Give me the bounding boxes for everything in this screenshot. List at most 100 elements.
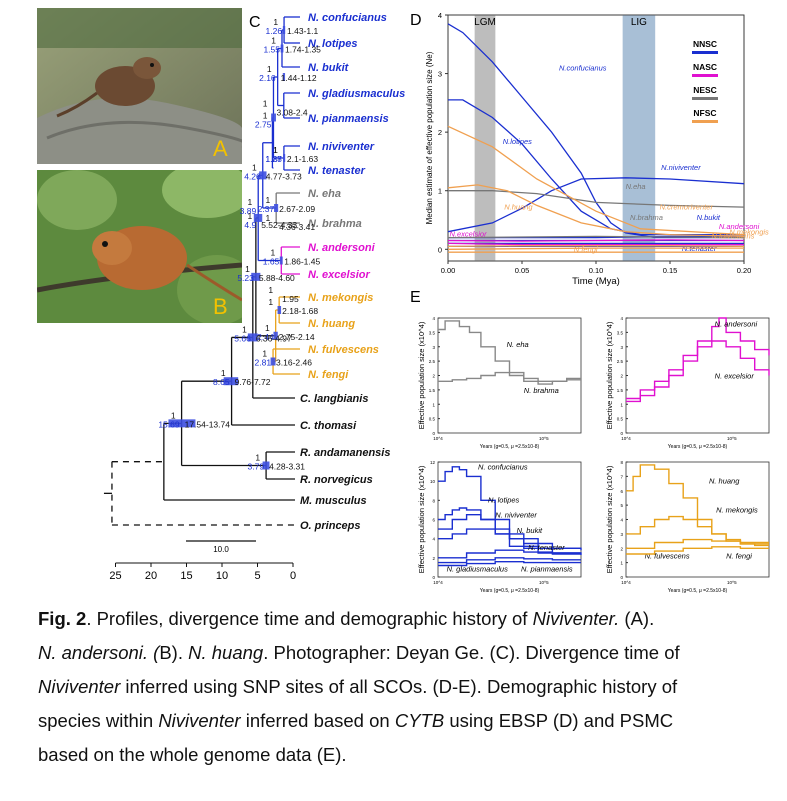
node-support-label: 1 [265,195,270,205]
node-ci-label: 1.95 [282,294,299,304]
node-ci-label: 9.76-7.72 [235,377,271,387]
shaded-band-label: LIG [631,17,647,28]
node-ci-label: 4.36-3.41 [279,222,315,232]
x-tick-label: 0.05 [515,266,530,275]
y-tick-label: 4 [620,518,623,523]
series-label: N.lotipes [503,137,532,146]
psmc-step-line [438,528,581,549]
caption-t7: inferred based on [240,710,395,731]
x-tick-label: 10^4 [433,580,443,585]
node-age-label: 15.69 [158,419,180,429]
caption-t8: using EBSP (D) and PSMC [444,710,674,731]
node-ci-bar [259,171,267,180]
y-tick-label: 0.5 [429,417,436,422]
series-label: N. bukit [517,526,543,535]
series-label: N. fulvescens [645,551,690,560]
tree-tip-label: N. excelsior [308,269,370,281]
series-label: N. andersoni [715,320,758,329]
series-label: N. confucianus [478,463,528,472]
node-age-label: 4.9 [244,220,256,230]
node-support-label: 1 [242,324,247,334]
tree-tip-label: N. niviventer [308,141,375,153]
series-line [447,177,745,233]
tree-panel: C N. confucianus N. lotipes N. bukit N. gla… [103,12,405,582]
x-tick-label: 10^5 [727,436,737,441]
y-tick-label: 2 [620,374,623,379]
tree-tip-label: N. brahma [308,218,362,230]
caption-i3: N. huang [188,642,264,663]
y-tick-label: 1 [432,402,435,407]
y-tick-label: 5 [620,503,623,508]
node-age-label: 1.87 [265,154,282,164]
y-tick-label: 6 [620,489,623,494]
tree-tip-label: N. fulvescens [308,344,379,356]
y-axis-label: Effective population size (x10^4) [605,321,614,429]
x-tick-label: 10^5 [727,580,737,585]
node-ci-label: 2.75-2.14 [279,332,315,342]
node-age-label: 1.28 [265,154,282,164]
y-tick-label: 0 [432,575,435,580]
y-tick-label: 2 [432,556,435,561]
series-label: N.bukit [697,213,721,222]
node-age-label: 1.26 [266,26,283,36]
node-age-label: 2.75 [255,120,272,130]
series-label: N. niviventer [495,511,537,520]
legend-swatch [692,74,718,77]
node-ci-bar [274,204,279,212]
tree-axis-tick-label: 20 [145,570,157,582]
panel-letter-b: B [213,294,228,319]
tree-tip-label: N. fengi [308,369,349,381]
y-tick-label: 2 [620,546,623,551]
series-label: N.mekongis [729,228,769,237]
caption-t5: inferred using SNP sites of all SCOs. (D… [120,676,678,697]
caption-i6: CYTB [394,710,445,731]
series-line [447,245,745,248]
psmc-step-line [438,514,582,551]
series-label: N.huang [504,202,533,211]
legend-label: NESC [693,85,717,95]
rat-photo-a-image [37,8,242,164]
legend-swatch [692,51,718,54]
node-age-label: 2.16 [259,73,276,83]
node-age-label: 4.26 [244,171,261,181]
series-line [447,239,745,242]
shaded-band [622,15,656,261]
y-axis-label: Effective population size (x10^4) [417,321,426,429]
node-ci-bar [280,44,284,53]
series-label: N.cremoriventer [660,202,714,211]
y-tick-label: 3.5 [429,330,436,335]
node-age-label: 8.65 [213,377,230,387]
tree-axis-tick-label: 10 [216,570,228,582]
node-ci-label: 1.43-1.1 [287,26,318,36]
caption-fig-label: Fig. 2 [38,608,87,629]
node-support-label: 1 [265,323,270,333]
figure-caption: Fig. 2. Profiles, divergence time and de… [38,602,758,772]
legend-label: NFSC [693,108,716,118]
y-tick-label: 10 [430,479,436,484]
y-tick-label: 4 [620,316,623,321]
y-tick-label: 1 [620,402,623,407]
y-tick-label: 7 [620,474,623,479]
node-ci-bar [273,331,278,340]
panel-letter-a: A [213,136,228,161]
node-age-label: 5.66 [234,333,251,343]
tree-scale-bar-label: 10.0 [213,545,229,554]
node-age-label: 1.55 [263,45,280,55]
y-tick-label: 2.5 [429,359,436,364]
node-age-label: 2.44 [257,332,274,342]
node-support-label: 1 [267,64,272,74]
y-tick-label: 2.5 [617,359,624,364]
node-ci-bar [271,113,276,122]
series-line [447,125,745,236]
caption-t1: . Profiles, divergence time and demograp… [86,608,533,629]
series-label: N. mekongis [716,505,758,514]
psmc-step-line [626,538,769,549]
x-tick-label: 10^4 [621,580,631,585]
node-ci-bar [282,26,286,34]
node-ci-bar [282,73,286,81]
node-support-label: 1 [263,111,268,121]
series-line [448,190,745,208]
y-tick-label: 12 [430,460,436,465]
y-tick-label: 3 [438,70,442,79]
node-age-label: 1.65 [263,257,280,267]
